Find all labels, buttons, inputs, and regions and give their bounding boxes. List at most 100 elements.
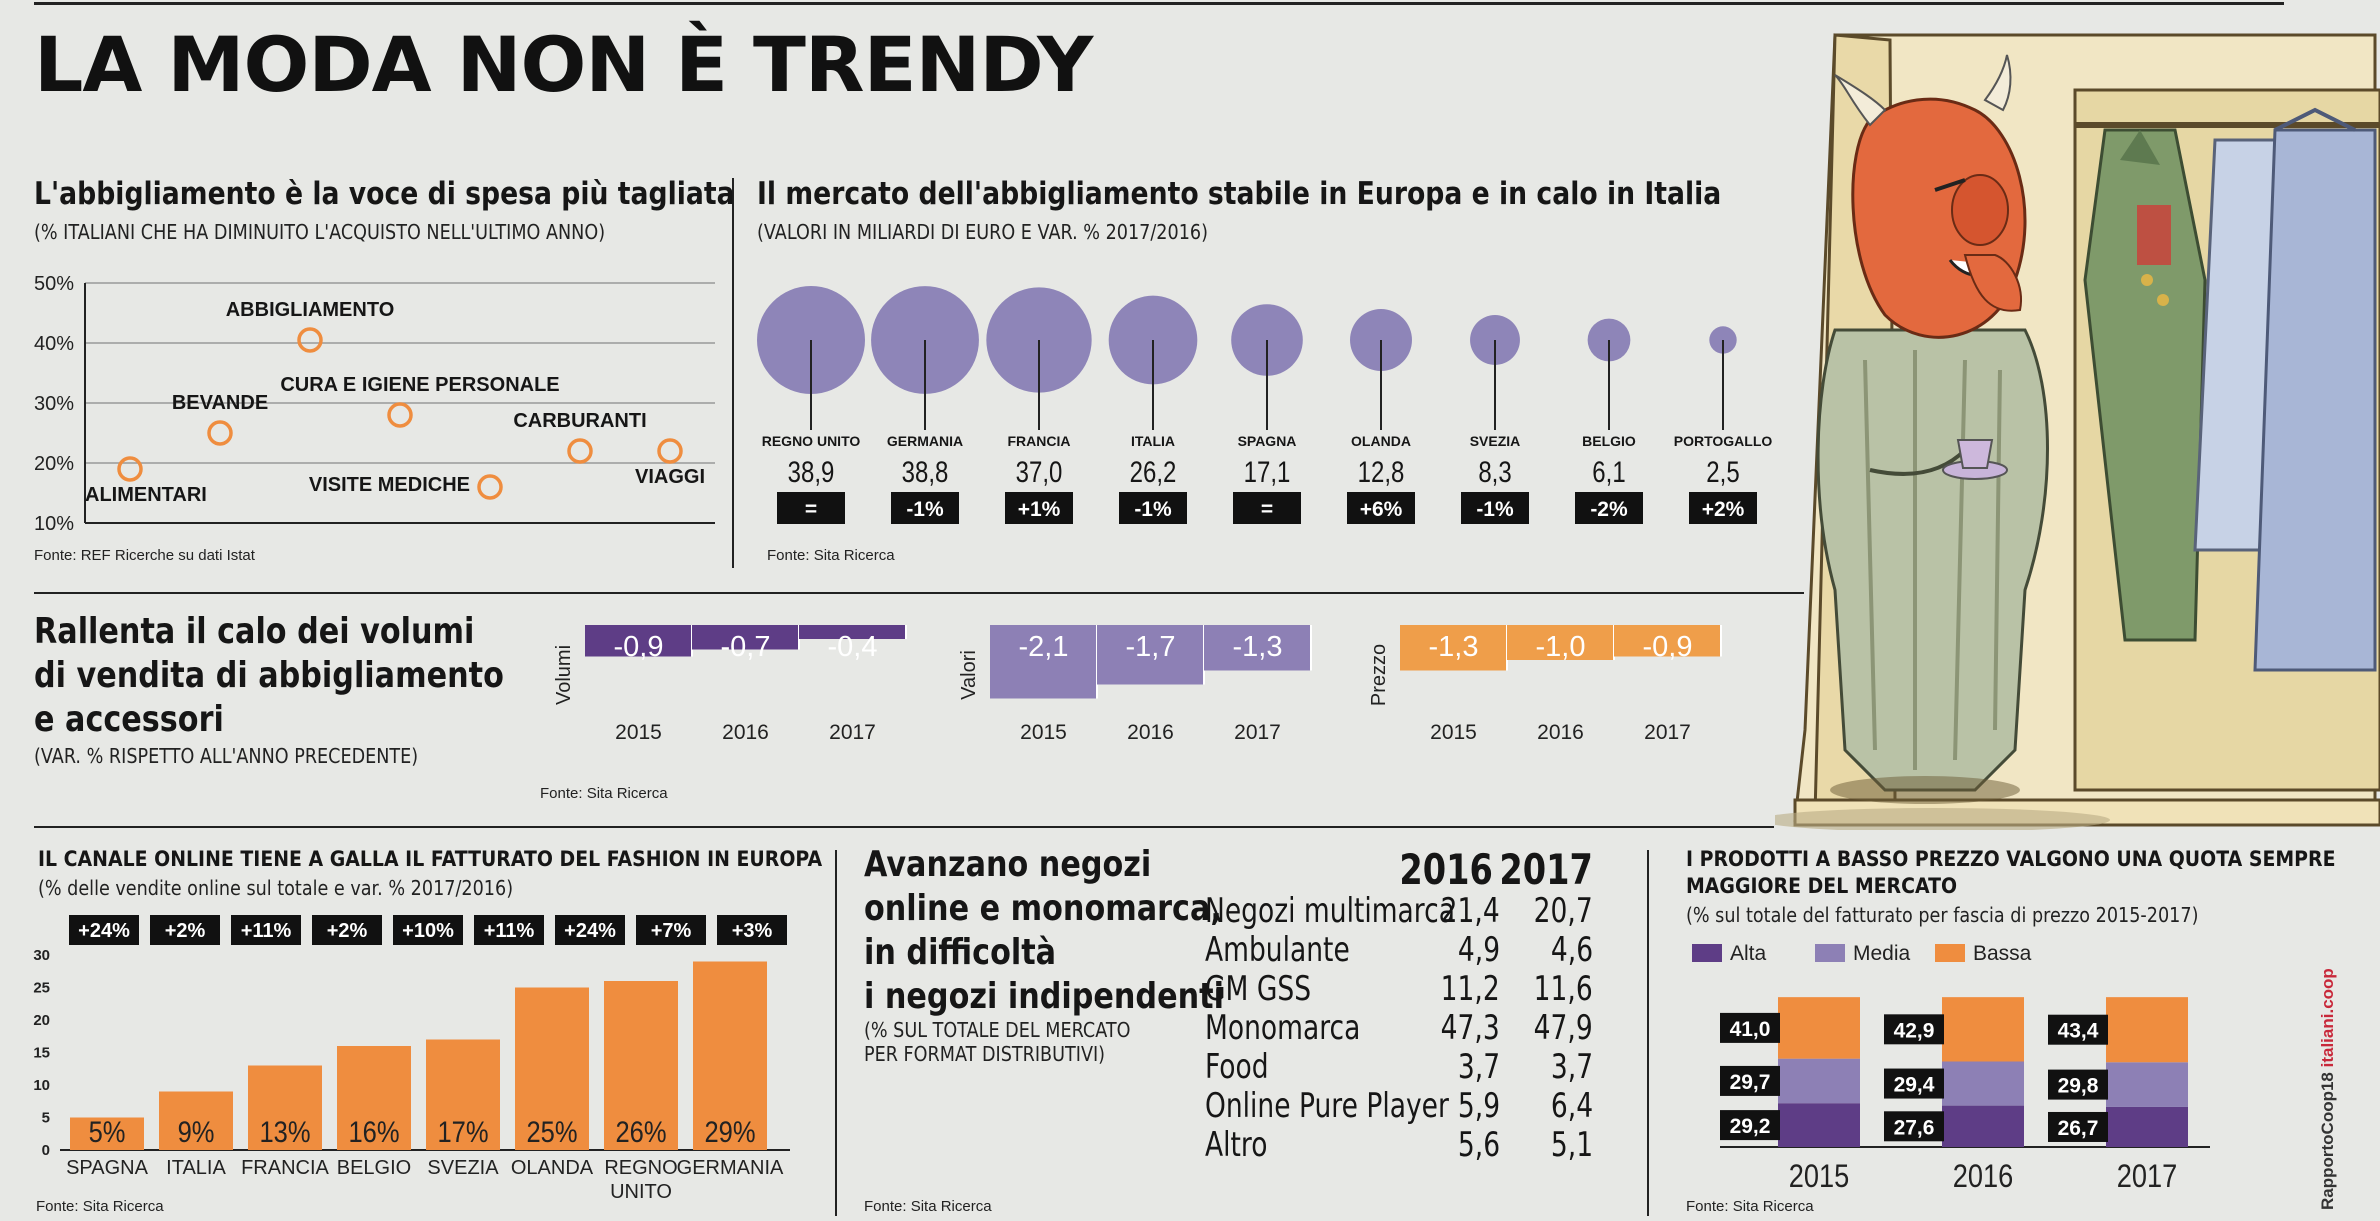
country-label: REGNO [604, 1157, 677, 1179]
country-label: FRANCIA [241, 1157, 329, 1179]
scatter-point [387, 402, 413, 428]
segment-label: 29,4 [1894, 1074, 1935, 1097]
row-value-2016: 21,4 [1440, 891, 1500, 931]
market-value: 8,3 [1478, 454, 1511, 488]
change-label: = [805, 498, 817, 521]
mini-bar [585, 625, 692, 657]
s5-title-line-2: online e monomarca, [864, 888, 1222, 929]
s4-title: IL CANALE ONLINE TIENE A GALLA IL FATTUR… [38, 847, 823, 871]
legend-label-media: Media [1853, 942, 1911, 965]
change-label: -1% [1476, 498, 1514, 521]
change-badge [393, 915, 463, 945]
segment-badge [1884, 1014, 1944, 1045]
segment-badge [1884, 1068, 1944, 1099]
online-bar [604, 981, 678, 1150]
market-value: 26,2 [1130, 454, 1177, 488]
s4-subtitle: (% delle vendite online sul totale e var… [38, 876, 514, 900]
online-bar [70, 1117, 144, 1150]
s5-title-line-3: in difficoltà [864, 932, 1057, 973]
change-label: +6% [1360, 498, 1403, 521]
mini-bar-year: 2015 [615, 721, 662, 744]
change-label: +1% [1018, 498, 1061, 521]
country-label: GERMANIA [887, 433, 963, 449]
point-label: ABBIGLIAMENTO [226, 299, 395, 321]
point-label: ALIMENTARI [85, 484, 207, 506]
change-label: -1% [1134, 498, 1172, 521]
s5-subtitle-line-1: (% SUL TOTALE DEL MERCATO [864, 1018, 1131, 1042]
change-label: +7% [651, 920, 692, 942]
s5-title-line-4: i negozi indipendenti [864, 976, 1224, 1017]
country-label: GERMANIA [677, 1157, 784, 1179]
mini-bar [1400, 625, 1507, 671]
y-tick-label: 15 [33, 1045, 50, 1062]
change-label: +11% [484, 920, 535, 942]
change-badge [717, 915, 787, 945]
y-tick-label: 10 [33, 1077, 50, 1094]
segment-label: 42,9 [1894, 1019, 1935, 1042]
mini-bar-value: -1,0 [1536, 631, 1586, 663]
online-bar [337, 1046, 411, 1150]
online-bar-value: 16% [348, 1115, 399, 1148]
mini-bar-value: -0,4 [828, 631, 878, 663]
change-label: +11% [241, 920, 292, 942]
change-badge [1689, 492, 1757, 524]
segment-badge [2048, 1014, 2108, 1045]
change-label: +10% [402, 920, 454, 942]
row-value-2017: 3,7 [1550, 1047, 1593, 1087]
stacked-segment [2106, 997, 2188, 1063]
change-badge [1119, 492, 1187, 524]
legend-label-alta: Alta [1730, 942, 1767, 965]
divider-s1-s2 [732, 178, 734, 568]
s5-source: Fonte: Sita Ricerca [864, 1198, 992, 1215]
s5-subtitle-line-2: PER FORMAT DISTRIBUTIVI) [864, 1042, 1106, 1066]
segment-badge [2048, 1111, 2108, 1142]
mini-bar-year: 2016 [1537, 721, 1584, 744]
year-label: 2016 [1953, 1159, 2013, 1195]
country-label: SVEZIA [1470, 433, 1521, 449]
table-row: GM GSS 11,2 11,6 [1205, 969, 1605, 1009]
online-bar [248, 1065, 322, 1150]
mini-bar-year: 2015 [1020, 721, 1067, 744]
country-label: ITALIA [166, 1157, 226, 1179]
country-label: SPAGNA [1238, 433, 1297, 449]
point-label: VISITE MEDICHE [309, 474, 470, 496]
row-value-2017: 11,6 [1533, 969, 1593, 1009]
online-bar-value: 26% [615, 1115, 666, 1148]
mini-bar-value: -2,1 [1019, 631, 1069, 663]
segment-label: 41,0 [1730, 1018, 1771, 1041]
mini-chart-name: Valori [958, 650, 980, 700]
table-col-2016: 2016 [1399, 845, 1493, 894]
row-value-2016: 47,3 [1440, 1008, 1500, 1048]
change-label: +24% [78, 920, 130, 942]
change-label: +24% [564, 920, 616, 942]
point-label: CURA E IGIENE PERSONALE [280, 374, 559, 396]
s3-title-line-3: e accessori [34, 699, 224, 740]
wardrobe-illustration [1775, 33, 2380, 830]
y-tick-label: 25 [33, 980, 50, 997]
stacked-segment [1778, 997, 1860, 1059]
table-row: Negozi multimarca 21,4 20,7 [1205, 891, 1605, 931]
change-badge [1461, 492, 1529, 524]
point-label: VIAGGI [635, 466, 705, 488]
change-badge [636, 915, 706, 945]
legend-label-bassa: Bassa [1973, 942, 2032, 965]
s4-source: Fonte: Sita Ricerca [36, 1198, 164, 1215]
country-label: OLANDA [1351, 433, 1411, 449]
mini-bar-value: -1,3 [1429, 631, 1479, 663]
s2-title: Il mercato dell'abbigliamento stabile in… [757, 176, 1722, 212]
country-label: PORTOGALLO [1674, 433, 1773, 449]
change-label: = [1261, 498, 1273, 521]
point-label: CARBURANTI [513, 410, 646, 432]
stacked-segment [2106, 1062, 2188, 1107]
online-bar [693, 961, 767, 1150]
change-label: +2% [327, 920, 368, 942]
s6-title-line-1: I PRODOTTI A BASSO PREZZO VALGONO UNA QU… [1686, 847, 2336, 871]
mini-bar-value: -1,3 [1233, 631, 1283, 663]
mini-bar [1614, 625, 1721, 657]
legend-swatch-alta [1692, 944, 1722, 962]
online-bar-value: 25% [526, 1115, 577, 1148]
mini-bar-value: -1,7 [1126, 631, 1176, 663]
change-badge [1347, 492, 1415, 524]
mini-bar-year: 2017 [1644, 721, 1691, 744]
change-badge [312, 915, 382, 945]
